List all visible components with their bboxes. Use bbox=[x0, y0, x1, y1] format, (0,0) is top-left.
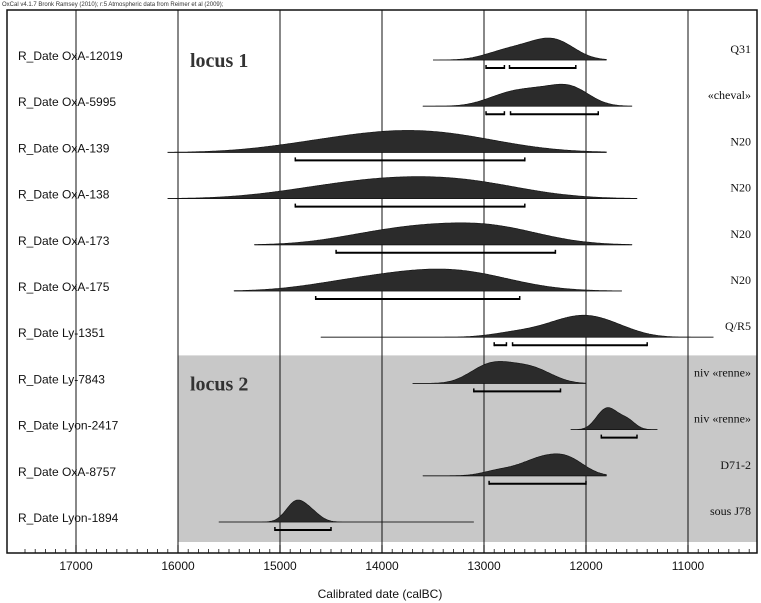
sample-label: R_Date OxA-8757 bbox=[18, 465, 116, 479]
probability-distribution bbox=[254, 222, 633, 246]
probability-distribution bbox=[320, 314, 714, 338]
x-tick-label: 11000 bbox=[672, 559, 705, 573]
locus-label: locus 1 bbox=[190, 50, 248, 72]
probability-distribution bbox=[433, 37, 607, 61]
probability-distribution bbox=[167, 130, 607, 153]
sample-label: R_Date Ly-1351 bbox=[18, 326, 105, 340]
sample-label: R_Date Lyon-2417 bbox=[18, 419, 119, 433]
x-tick-label: 17000 bbox=[59, 559, 93, 573]
probability-distribution bbox=[233, 268, 622, 292]
sample-label: R_Date OxA-139 bbox=[18, 141, 110, 155]
sample-label: R_Date Lyon-1894 bbox=[18, 511, 119, 525]
level-note: N20 bbox=[730, 181, 751, 195]
locus-2-shading bbox=[178, 355, 757, 542]
x-tick-label: 13000 bbox=[467, 559, 501, 573]
x-tick-label: 16000 bbox=[161, 559, 195, 573]
level-note: «cheval» bbox=[708, 88, 751, 102]
level-note: N20 bbox=[730, 134, 751, 148]
x-tick-label: 12000 bbox=[569, 559, 603, 573]
level-note: N20 bbox=[730, 227, 751, 241]
sample-label: R_Date OxA-175 bbox=[18, 280, 110, 294]
level-note: D71-2 bbox=[720, 458, 751, 472]
probability-distribution bbox=[412, 361, 587, 384]
sample-label: R_Date Ly-7843 bbox=[18, 372, 105, 386]
sample-label: R_Date OxA-5995 bbox=[18, 95, 116, 109]
level-note: sous J78 bbox=[710, 504, 751, 518]
level-note: niv «renne» bbox=[694, 412, 751, 426]
probability-distribution bbox=[422, 83, 633, 107]
chart-header: OxCal v4.1.7 Bronk Ramsey (2010); r:5 At… bbox=[2, 2, 224, 8]
probability-distribution bbox=[570, 407, 658, 430]
sample-label: R_Date OxA-12019 bbox=[18, 49, 123, 63]
level-note: Q31 bbox=[730, 42, 751, 56]
probability-distribution bbox=[422, 453, 607, 477]
probability-distribution bbox=[218, 499, 474, 523]
probability-distribution bbox=[167, 176, 638, 199]
x-tick-label: 14000 bbox=[365, 559, 399, 573]
sample-label: R_Date OxA-173 bbox=[18, 234, 110, 248]
level-note: N20 bbox=[730, 273, 751, 287]
level-note: Q/R5 bbox=[725, 319, 751, 333]
locus-label: locus 2 bbox=[190, 373, 248, 395]
x-axis-label: Calibrated date (calBC) bbox=[318, 587, 443, 601]
sample-label: R_Date OxA-138 bbox=[18, 188, 110, 202]
x-tick-label: 15000 bbox=[263, 559, 297, 573]
level-note: niv «renne» bbox=[694, 365, 751, 379]
